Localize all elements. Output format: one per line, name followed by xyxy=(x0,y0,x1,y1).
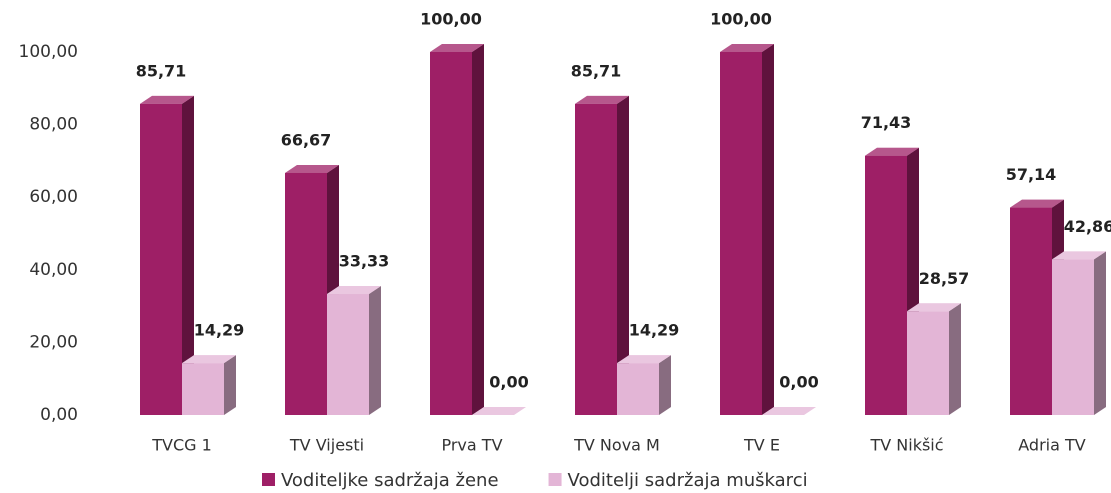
x-tick-label: TV E xyxy=(743,436,780,455)
y-tick-label: 20,00 xyxy=(29,332,78,352)
value-label: 42,86 xyxy=(1064,217,1111,236)
value-label: 85,71 xyxy=(571,61,622,80)
value-label: 100,00 xyxy=(710,10,772,29)
bar-top xyxy=(1010,199,1064,208)
x-tick-label: Adria TV xyxy=(1018,436,1086,455)
bar-side-shade xyxy=(1094,251,1106,415)
bar-top xyxy=(1052,251,1106,260)
bar-top-shade xyxy=(327,286,381,295)
bar xyxy=(140,103,182,415)
y-tick-label: 40,00 xyxy=(29,260,78,280)
bar-side xyxy=(617,95,629,415)
bar-side xyxy=(659,355,671,415)
bar-top-shade xyxy=(472,407,526,415)
legend-swatch xyxy=(262,473,275,486)
bar xyxy=(575,103,617,415)
bar-side xyxy=(762,44,774,415)
bar-side xyxy=(224,355,236,415)
bar xyxy=(1052,259,1094,415)
value-label: 85,71 xyxy=(136,61,187,80)
value-label: 14,29 xyxy=(194,321,245,340)
bar-top-shade xyxy=(182,355,236,364)
bar-side-shade xyxy=(369,286,381,415)
value-label: 57,14 xyxy=(1006,165,1057,184)
bar-top xyxy=(472,407,526,415)
x-tick-label: TV Nova M xyxy=(573,436,660,455)
bar-top-shade xyxy=(762,407,816,415)
bar-side xyxy=(1094,251,1106,415)
bar-top xyxy=(865,147,919,156)
x-tick-label: TV Nikšić xyxy=(869,436,943,455)
bar xyxy=(865,155,907,415)
x-tick-label: Prva TV xyxy=(441,436,502,455)
bar xyxy=(617,363,659,415)
x-tick-label: TVCG 1 xyxy=(151,436,212,455)
legend-label: Voditeljke sadržaja žene xyxy=(281,470,499,491)
value-label: 100,00 xyxy=(420,10,482,29)
bar-top xyxy=(285,164,339,173)
value-label: 66,67 xyxy=(281,130,332,149)
value-label: 33,33 xyxy=(339,252,390,271)
y-tick-label: 100,00 xyxy=(19,42,78,62)
bar-side-shade xyxy=(182,95,194,415)
bar-top xyxy=(762,407,816,415)
bar-top xyxy=(140,95,194,104)
bar-side-shade xyxy=(949,303,961,415)
bar-top xyxy=(575,95,629,104)
bar-side xyxy=(369,286,381,415)
bar-top-shade xyxy=(430,44,484,52)
bar xyxy=(907,311,949,415)
bar-top-shade xyxy=(1010,199,1064,208)
bar-top xyxy=(617,355,671,364)
y-tick-label: 0,00 xyxy=(40,405,78,425)
value-label: 28,57 xyxy=(919,269,970,288)
bar-top-shade xyxy=(865,147,919,156)
legend-swatch xyxy=(548,473,562,486)
bar-top-shade xyxy=(720,44,774,52)
bar-top xyxy=(327,286,381,295)
value-label: 14,29 xyxy=(629,321,680,340)
bar xyxy=(1010,207,1052,415)
bar xyxy=(285,172,327,415)
x-tick-label: TV Vijesti xyxy=(289,436,364,455)
bar-top-shade xyxy=(1052,251,1106,260)
bar-top-shade xyxy=(575,95,629,104)
bar-side-shade xyxy=(472,44,484,415)
bar-side xyxy=(182,95,194,415)
bar xyxy=(430,52,472,415)
bar-side-shade xyxy=(762,44,774,415)
bar-top-shade xyxy=(617,355,671,364)
y-tick-label: 60,00 xyxy=(29,187,78,207)
bar-side-shade xyxy=(659,355,671,415)
bar xyxy=(182,363,224,415)
value-label: 0,00 xyxy=(779,373,818,392)
value-label: 71,43 xyxy=(861,113,912,132)
bar-top-shade xyxy=(907,303,961,312)
bar-top-shade xyxy=(140,95,194,104)
bar-top xyxy=(182,355,236,364)
bar-top xyxy=(720,44,774,52)
bar-side-shade xyxy=(617,95,629,415)
value-label: 0,00 xyxy=(489,373,528,392)
y-tick-label: 80,00 xyxy=(29,115,78,135)
bar xyxy=(327,294,369,415)
bar-side-shade xyxy=(224,355,236,415)
legend-label: Voditelji sadržaja muškarci xyxy=(568,470,808,491)
bar-side xyxy=(472,44,484,415)
bar-side xyxy=(949,303,961,415)
bar-top-shade xyxy=(285,164,339,173)
bar xyxy=(720,52,762,415)
bar-top xyxy=(430,44,484,52)
bar-top xyxy=(907,303,961,312)
